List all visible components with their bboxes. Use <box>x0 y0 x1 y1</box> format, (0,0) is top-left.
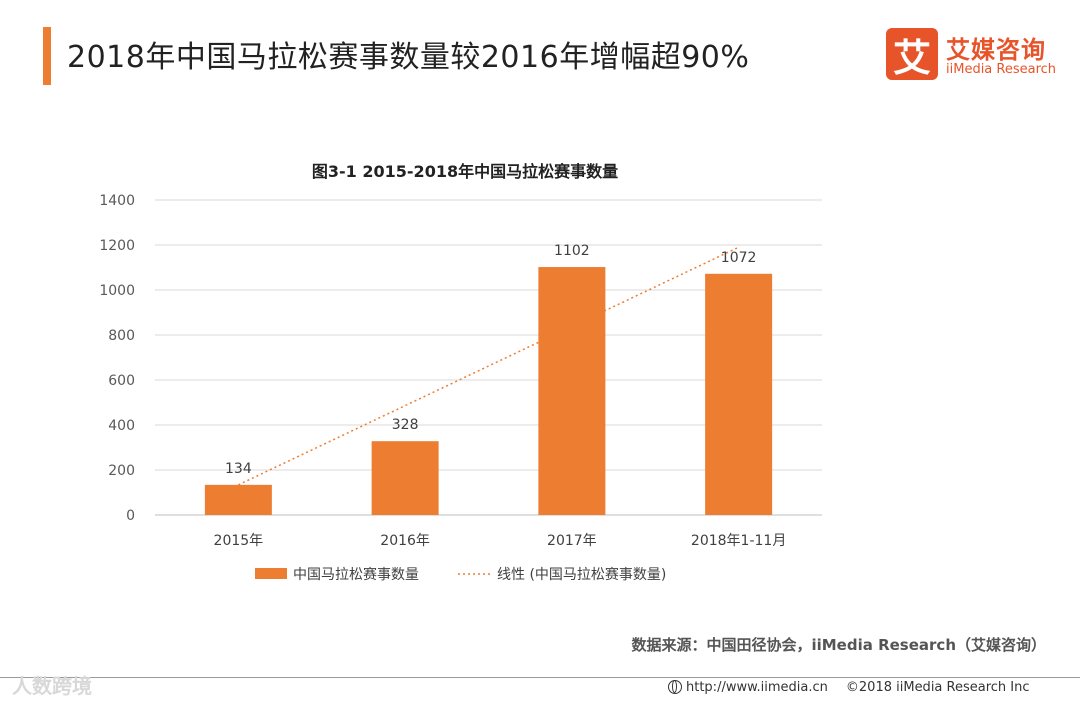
footer-url[interactable]: http://www.iimedia.cn <box>686 680 828 695</box>
bar <box>371 441 439 515</box>
logo-name-en: iiMedia Research <box>946 62 1057 77</box>
y-tick-label: 0 <box>126 508 135 524</box>
bar <box>705 273 773 515</box>
bar-chart: 0 200 400 600 800 1000 1200 1400 134 2015年 328 2016… <box>99 193 822 583</box>
x-tick-label: 2017年 <box>547 533 597 549</box>
x-tick-label: 2018年1-11月 <box>691 533 786 549</box>
y-tick-label: 1200 <box>99 238 135 254</box>
footer-copyright: ©2018 iiMedia Research Inc <box>845 680 1030 695</box>
chart-title: 图3-1 2015-2018年中国马拉松赛事数量 <box>311 162 619 181</box>
trendline <box>238 246 739 486</box>
title-accent-bar <box>43 27 51 85</box>
source-note: 数据来源：中国田径协会，iiMedia Research（艾媒咨询） <box>631 636 1046 654</box>
bar <box>538 267 606 515</box>
data-label: 328 <box>392 417 419 433</box>
legend-label-series: 中国马拉松赛事数量 <box>293 567 419 583</box>
y-tick-label: 200 <box>108 463 135 479</box>
x-tick-label: 2016年 <box>380 533 430 549</box>
y-tick-label: 1400 <box>99 193 135 209</box>
data-label: 1102 <box>554 243 590 259</box>
globe-icon <box>668 680 682 694</box>
footer-divider <box>0 677 1080 678</box>
footer: http://www.iimedia.cn ©2018 iiMedia Resea… <box>668 680 1030 695</box>
watermark: 人数跨境 <box>12 674 92 698</box>
data-label: 1072 <box>721 250 757 266</box>
bar <box>204 484 272 515</box>
logo-mark: 艾 <box>886 28 938 80</box>
brand-logo: 艾 艾媒咨询 iiMedia Research <box>886 28 1066 84</box>
legend-label-trend: 线性 (中国马拉松赛事数量) <box>497 567 666 583</box>
y-tick-label: 600 <box>108 373 135 389</box>
y-tick-label: 400 <box>108 418 135 434</box>
y-tick-label: 800 <box>108 328 135 344</box>
logo-name-cn: 艾媒咨询 <box>946 36 1046 64</box>
legend-swatch-bar <box>255 568 287 579</box>
page-title: 2018年中国马拉松赛事数量较2016年增幅超90% <box>67 40 750 75</box>
data-label: 134 <box>225 461 252 477</box>
y-tick-label: 1000 <box>99 283 135 299</box>
x-tick-label: 2015年 <box>214 533 264 549</box>
